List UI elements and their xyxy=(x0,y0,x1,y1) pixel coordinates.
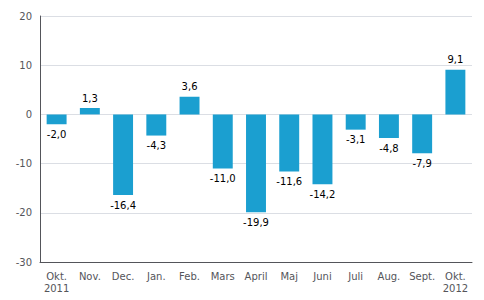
svg-text:-11,0: -11,0 xyxy=(210,173,236,184)
svg-text:-30: -30 xyxy=(16,257,32,268)
svg-text:Sept.: Sept. xyxy=(409,271,435,282)
svg-text:Nov.: Nov. xyxy=(79,271,101,282)
svg-text:Okt.: Okt. xyxy=(46,271,67,282)
svg-text:20: 20 xyxy=(19,11,32,22)
svg-text:Feb.: Feb. xyxy=(179,271,200,282)
svg-text:Dec.: Dec. xyxy=(112,271,135,282)
svg-text:-20: -20 xyxy=(16,207,32,218)
svg-text:-4,8: -4,8 xyxy=(379,143,399,154)
svg-text:-19,9: -19,9 xyxy=(243,217,269,228)
svg-text:April: April xyxy=(245,271,268,282)
svg-text:Okt.: Okt. xyxy=(445,271,466,282)
svg-text:-11,6: -11,6 xyxy=(276,176,302,187)
svg-text:-7,9: -7,9 xyxy=(412,158,432,169)
svg-text:Maj: Maj xyxy=(280,271,298,282)
svg-text:-16,4: -16,4 xyxy=(110,200,136,211)
svg-text:2012: 2012 xyxy=(443,283,468,294)
svg-text:Juni: Juni xyxy=(312,271,331,282)
svg-text:-14,2: -14,2 xyxy=(310,189,336,200)
svg-text:0: 0 xyxy=(26,109,32,120)
svg-text:3,6: 3,6 xyxy=(182,81,198,92)
svg-text:2011: 2011 xyxy=(44,283,69,294)
svg-text:-10: -10 xyxy=(16,158,32,169)
svg-text:Juli: Juli xyxy=(347,271,363,282)
svg-text:-3,1: -3,1 xyxy=(346,134,366,145)
svg-text:9,1: 9,1 xyxy=(447,54,463,65)
svg-text:Mars: Mars xyxy=(211,271,235,282)
svg-text:-2,0: -2,0 xyxy=(47,129,67,140)
svg-text:Jan.: Jan. xyxy=(146,271,166,282)
svg-text:1,3: 1,3 xyxy=(82,93,98,104)
svg-text:-4,3: -4,3 xyxy=(147,140,167,151)
svg-text:Aug.: Aug. xyxy=(378,271,401,282)
svg-text:10: 10 xyxy=(19,60,32,71)
